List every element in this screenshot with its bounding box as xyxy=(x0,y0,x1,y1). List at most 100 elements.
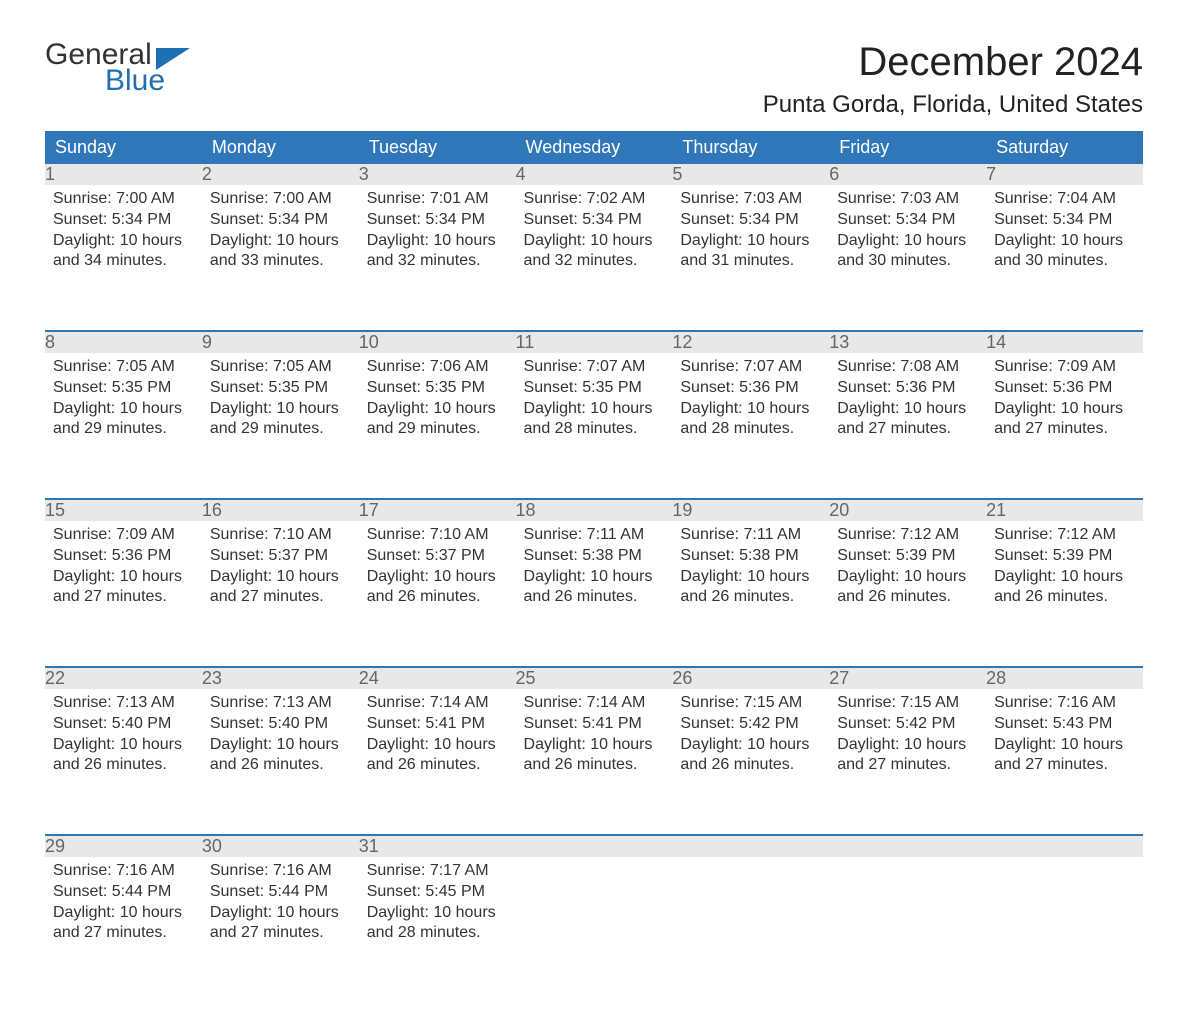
sunrise-text: Sunrise: 7:05 AM xyxy=(210,357,351,378)
daynum-row: 1234567 xyxy=(45,164,1143,185)
sunrise-text: Sunrise: 7:15 AM xyxy=(837,693,978,714)
daylight-text-1: Daylight: 10 hours xyxy=(680,567,821,588)
sunrise-text: Sunrise: 7:06 AM xyxy=(367,357,508,378)
daylight-text-2: and 28 minutes. xyxy=(680,419,821,440)
day-number: 16 xyxy=(202,499,359,521)
daylight-text-1: Daylight: 10 hours xyxy=(53,735,194,756)
sunset-text: Sunset: 5:42 PM xyxy=(680,714,821,735)
daylight-text-1: Daylight: 10 hours xyxy=(994,567,1135,588)
day-number: 29 xyxy=(45,835,202,857)
week-separator xyxy=(45,481,1143,499)
day-body: Sunrise: 7:16 AMSunset: 5:44 PMDaylight:… xyxy=(202,857,359,944)
day-number xyxy=(986,835,1143,857)
day-body: Sunrise: 7:07 AMSunset: 5:35 PMDaylight:… xyxy=(516,353,673,440)
day-body: Sunrise: 7:03 AMSunset: 5:34 PMDaylight:… xyxy=(672,185,829,272)
day-number: 24 xyxy=(359,667,516,689)
weekday-header: Wednesday xyxy=(516,131,673,164)
week-separator xyxy=(45,313,1143,331)
daylight-text-1: Daylight: 10 hours xyxy=(210,567,351,588)
day-number: 25 xyxy=(516,667,673,689)
daylight-text-2: and 26 minutes. xyxy=(994,587,1135,608)
day-number: 27 xyxy=(829,667,986,689)
day-body: Sunrise: 7:17 AMSunset: 5:45 PMDaylight:… xyxy=(359,857,516,944)
daylight-text-1: Daylight: 10 hours xyxy=(680,399,821,420)
day-body: Sunrise: 7:00 AMSunset: 5:34 PMDaylight:… xyxy=(202,185,359,272)
day-cell xyxy=(516,857,673,985)
daylight-text-2: and 28 minutes. xyxy=(367,923,508,944)
sunset-text: Sunset: 5:34 PM xyxy=(680,210,821,231)
day-number: 20 xyxy=(829,499,986,521)
day-cell: Sunrise: 7:07 AMSunset: 5:36 PMDaylight:… xyxy=(672,353,829,481)
day-cell: Sunrise: 7:16 AMSunset: 5:44 PMDaylight:… xyxy=(45,857,202,985)
sunset-text: Sunset: 5:36 PM xyxy=(837,378,978,399)
day-cell: Sunrise: 7:11 AMSunset: 5:38 PMDaylight:… xyxy=(672,521,829,649)
sunset-text: Sunset: 5:35 PM xyxy=(53,378,194,399)
day-number: 6 xyxy=(829,164,986,185)
day-cell: Sunrise: 7:13 AMSunset: 5:40 PMDaylight:… xyxy=(202,689,359,817)
day-cell: Sunrise: 7:15 AMSunset: 5:42 PMDaylight:… xyxy=(829,689,986,817)
day-cell: Sunrise: 7:08 AMSunset: 5:36 PMDaylight:… xyxy=(829,353,986,481)
day-body: Sunrise: 7:14 AMSunset: 5:41 PMDaylight:… xyxy=(359,689,516,776)
sunrise-text: Sunrise: 7:00 AM xyxy=(210,189,351,210)
sunrise-text: Sunrise: 7:10 AM xyxy=(210,525,351,546)
daylight-text-2: and 28 minutes. xyxy=(524,419,665,440)
sunset-text: Sunset: 5:36 PM xyxy=(680,378,821,399)
daylight-text-1: Daylight: 10 hours xyxy=(524,399,665,420)
sunrise-text: Sunrise: 7:09 AM xyxy=(994,357,1135,378)
day-number: 5 xyxy=(672,164,829,185)
weekday-header: Monday xyxy=(202,131,359,164)
sunset-text: Sunset: 5:34 PM xyxy=(210,210,351,231)
day-body: Sunrise: 7:05 AMSunset: 5:35 PMDaylight:… xyxy=(45,353,202,440)
day-number: 19 xyxy=(672,499,829,521)
day-cell: Sunrise: 7:14 AMSunset: 5:41 PMDaylight:… xyxy=(516,689,673,817)
day-cell: Sunrise: 7:06 AMSunset: 5:35 PMDaylight:… xyxy=(359,353,516,481)
sunset-text: Sunset: 5:41 PM xyxy=(367,714,508,735)
daylight-text-1: Daylight: 10 hours xyxy=(367,567,508,588)
day-number: 14 xyxy=(986,331,1143,353)
sunrise-text: Sunrise: 7:03 AM xyxy=(837,189,978,210)
daylight-text-2: and 26 minutes. xyxy=(210,755,351,776)
daylight-text-2: and 30 minutes. xyxy=(837,251,978,272)
day-cell: Sunrise: 7:15 AMSunset: 5:42 PMDaylight:… xyxy=(672,689,829,817)
day-body: Sunrise: 7:06 AMSunset: 5:35 PMDaylight:… xyxy=(359,353,516,440)
day-number: 3 xyxy=(359,164,516,185)
daylight-text-2: and 27 minutes. xyxy=(837,755,978,776)
day-number: 9 xyxy=(202,331,359,353)
sunset-text: Sunset: 5:45 PM xyxy=(367,882,508,903)
daylight-text-1: Daylight: 10 hours xyxy=(994,231,1135,252)
sunset-text: Sunset: 5:35 PM xyxy=(210,378,351,399)
day-cell: Sunrise: 7:07 AMSunset: 5:35 PMDaylight:… xyxy=(516,353,673,481)
day-cell: Sunrise: 7:00 AMSunset: 5:34 PMDaylight:… xyxy=(45,185,202,313)
daylight-text-1: Daylight: 10 hours xyxy=(367,903,508,924)
day-body: Sunrise: 7:11 AMSunset: 5:38 PMDaylight:… xyxy=(516,521,673,608)
sunset-text: Sunset: 5:34 PM xyxy=(53,210,194,231)
daylight-text-2: and 27 minutes. xyxy=(837,419,978,440)
day-body: Sunrise: 7:13 AMSunset: 5:40 PMDaylight:… xyxy=(202,689,359,776)
sunrise-text: Sunrise: 7:07 AM xyxy=(680,357,821,378)
sunset-text: Sunset: 5:43 PM xyxy=(994,714,1135,735)
sunrise-text: Sunrise: 7:17 AM xyxy=(367,861,508,882)
weekday-header: Saturday xyxy=(986,131,1143,164)
day-body: Sunrise: 7:03 AMSunset: 5:34 PMDaylight:… xyxy=(829,185,986,272)
sunrise-text: Sunrise: 7:00 AM xyxy=(53,189,194,210)
sunrise-text: Sunrise: 7:10 AM xyxy=(367,525,508,546)
day-cell: Sunrise: 7:09 AMSunset: 5:36 PMDaylight:… xyxy=(45,521,202,649)
day-cell: Sunrise: 7:11 AMSunset: 5:38 PMDaylight:… xyxy=(516,521,673,649)
daylight-text-1: Daylight: 10 hours xyxy=(367,735,508,756)
sunset-text: Sunset: 5:34 PM xyxy=(524,210,665,231)
weekday-header: Friday xyxy=(829,131,986,164)
daylight-text-1: Daylight: 10 hours xyxy=(210,903,351,924)
daylight-text-2: and 29 minutes. xyxy=(53,419,194,440)
day-cell: Sunrise: 7:01 AMSunset: 5:34 PMDaylight:… xyxy=(359,185,516,313)
sunset-text: Sunset: 5:34 PM xyxy=(994,210,1135,231)
sunrise-text: Sunrise: 7:03 AM xyxy=(680,189,821,210)
day-cell: Sunrise: 7:02 AMSunset: 5:34 PMDaylight:… xyxy=(516,185,673,313)
day-body: Sunrise: 7:08 AMSunset: 5:36 PMDaylight:… xyxy=(829,353,986,440)
sunset-text: Sunset: 5:39 PM xyxy=(994,546,1135,567)
day-number: 17 xyxy=(359,499,516,521)
daylight-text-1: Daylight: 10 hours xyxy=(680,231,821,252)
day-body: Sunrise: 7:02 AMSunset: 5:34 PMDaylight:… xyxy=(516,185,673,272)
daylight-text-1: Daylight: 10 hours xyxy=(53,231,194,252)
sunset-text: Sunset: 5:37 PM xyxy=(210,546,351,567)
sunrise-text: Sunrise: 7:07 AM xyxy=(524,357,665,378)
